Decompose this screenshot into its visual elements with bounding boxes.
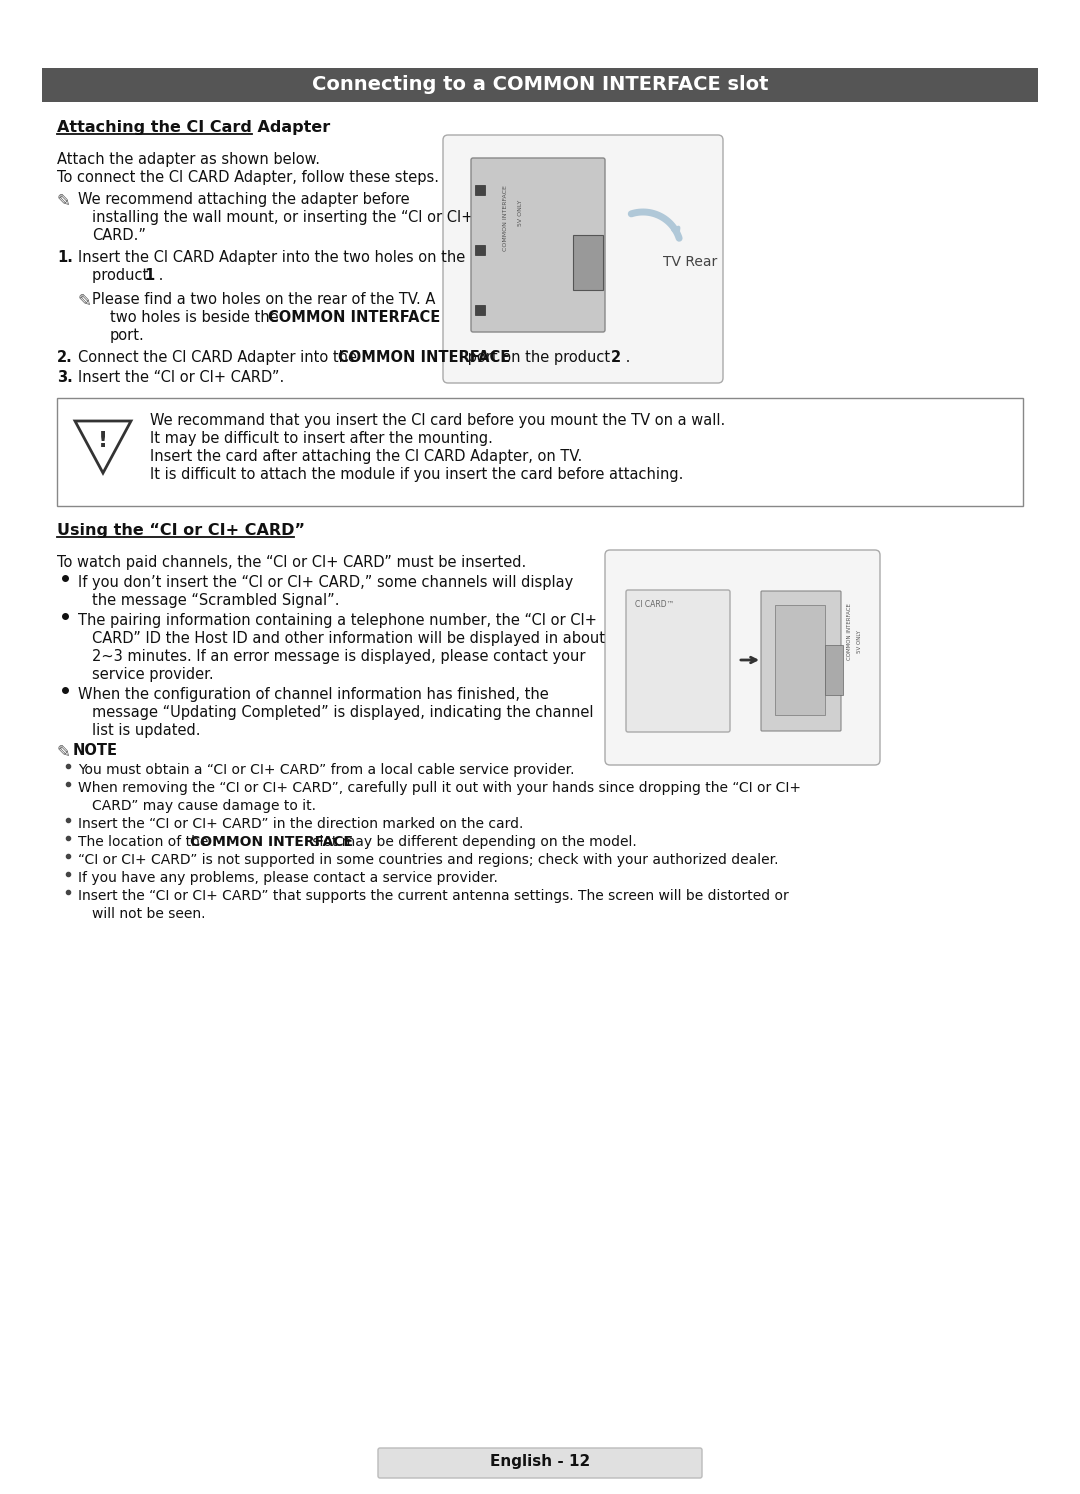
Text: Using the “CI or CI+ CARD”: Using the “CI or CI+ CARD” [57, 523, 305, 538]
Text: 5V ONLY: 5V ONLY [858, 630, 862, 653]
Text: If you don’t insert the “CI or CI+ CARD,” some channels will display: If you don’t insert the “CI or CI+ CARD,… [78, 575, 573, 590]
Text: NOTE: NOTE [73, 743, 118, 757]
Text: CARD” ID the Host ID and other information will be displayed in about: CARD” ID the Host ID and other informati… [92, 630, 605, 645]
Text: will not be seen.: will not be seen. [92, 907, 205, 920]
Text: ✎: ✎ [78, 291, 92, 309]
Text: ✎: ✎ [57, 743, 71, 760]
Bar [475, 245, 485, 255]
Text: When the configuration of channel information has finished, the: When the configuration of channel inform… [78, 687, 549, 702]
Text: Connecting to a COMMON INTERFACE slot: Connecting to a COMMON INTERFACE slot [312, 75, 768, 94]
FancyBboxPatch shape [443, 134, 723, 382]
Text: port on the product: port on the product [463, 350, 615, 365]
Text: installing the wall mount, or inserting the “CI or CI+: installing the wall mount, or inserting … [92, 211, 473, 226]
Text: TV Rear: TV Rear [663, 255, 717, 269]
Text: 2~3 minutes. If an error message is displayed, please contact your: 2~3 minutes. If an error message is disp… [92, 648, 585, 663]
Text: the message “Scrambled Signal”.: the message “Scrambled Signal”. [92, 593, 339, 608]
FancyBboxPatch shape [761, 592, 841, 731]
Text: product: product [92, 267, 153, 282]
Text: 5V ONLY: 5V ONLY [518, 200, 523, 227]
Text: service provider.: service provider. [92, 666, 214, 681]
Text: 3.: 3. [57, 371, 72, 385]
Text: If you have any problems, please contact a service provider.: If you have any problems, please contact… [78, 871, 498, 884]
Bar [475, 185, 485, 196]
FancyBboxPatch shape [605, 550, 880, 765]
Text: We recommand that you insert the CI card before you mount the TV on a wall.: We recommand that you insert the CI card… [150, 412, 726, 427]
Text: Insert the “CI or CI+ CARD”.: Insert the “CI or CI+ CARD”. [78, 371, 284, 385]
Text: ✎: ✎ [57, 193, 71, 211]
Bar [42, 69, 1038, 102]
Text: port.: port. [110, 329, 145, 344]
Text: Insert the card after attaching the CI CARD Adapter, on TV.: Insert the card after attaching the CI C… [150, 450, 582, 465]
Text: To watch paid channels, the “CI or CI+ CARD” must be inserted.: To watch paid channels, the “CI or CI+ C… [57, 554, 526, 571]
Text: “CI or CI+ CARD” is not supported in some countries and regions; check with your: “CI or CI+ CARD” is not supported in som… [78, 853, 779, 867]
Text: Attaching the CI Card Adapter: Attaching the CI Card Adapter [57, 120, 330, 134]
Text: 2: 2 [611, 350, 621, 365]
FancyBboxPatch shape [378, 1448, 702, 1478]
Bar [825, 645, 843, 695]
Text: Connect the CI CARD Adapter into the: Connect the CI CARD Adapter into the [78, 350, 362, 365]
Text: English - 12: English - 12 [490, 1454, 590, 1469]
Bar [573, 235, 603, 290]
Text: two holes is beside the: two holes is beside the [110, 309, 283, 326]
Text: COMMON INTERFACE: COMMON INTERFACE [503, 185, 508, 251]
Text: message “Updating Completed” is displayed, indicating the channel: message “Updating Completed” is displaye… [92, 705, 594, 720]
Text: 1.: 1. [57, 249, 72, 264]
Text: COMMON INTERFACE: COMMON INTERFACE [847, 604, 852, 660]
Text: When removing the “CI or CI+ CARD”, carefully pull it out with your hands since : When removing the “CI or CI+ CARD”, care… [78, 781, 801, 795]
Text: The pairing information containing a telephone number, the “CI or CI+: The pairing information containing a tel… [78, 613, 597, 627]
Text: Insert the CI CARD Adapter into the two holes on the: Insert the CI CARD Adapter into the two … [78, 249, 465, 264]
Text: 1: 1 [144, 267, 154, 282]
Text: slot may be different depending on the model.: slot may be different depending on the m… [308, 835, 637, 849]
Text: COMMON INTERFACE: COMMON INTERFACE [268, 309, 441, 326]
Bar [475, 305, 485, 315]
Text: Attach the adapter as shown below.: Attach the adapter as shown below. [57, 152, 320, 167]
Text: COMMON INTERFACE: COMMON INTERFACE [190, 835, 353, 849]
Text: COMMON INTERFACE: COMMON INTERFACE [338, 350, 510, 365]
Text: Insert the “CI or CI+ CARD” in the direction marked on the card.: Insert the “CI or CI+ CARD” in the direc… [78, 817, 524, 831]
Text: .: . [154, 267, 163, 282]
Bar [57, 397, 1023, 506]
Text: !: ! [98, 430, 108, 451]
Text: CI CARD™: CI CARD™ [635, 601, 674, 610]
Text: The location of the: The location of the [78, 835, 213, 849]
Text: You must obtain a “CI or CI+ CARD” from a local cable service provider.: You must obtain a “CI or CI+ CARD” from … [78, 763, 575, 777]
Text: It may be difficult to insert after the mounting.: It may be difficult to insert after the … [150, 430, 492, 447]
Text: .: . [621, 350, 631, 365]
Bar [775, 605, 825, 716]
FancyBboxPatch shape [471, 158, 605, 332]
Text: Please find a two holes on the rear of the TV. A: Please find a two holes on the rear of t… [92, 291, 435, 306]
Text: It is difficult to attach the module if you insert the card before attaching.: It is difficult to attach the module if … [150, 468, 684, 483]
Text: To connect the CI CARD Adapter, follow these steps.: To connect the CI CARD Adapter, follow t… [57, 170, 438, 185]
Text: 2.: 2. [57, 350, 72, 365]
Text: list is updated.: list is updated. [92, 723, 201, 738]
Text: Insert the “CI or CI+ CARD” that supports the current antenna settings. The scre: Insert the “CI or CI+ CARD” that support… [78, 889, 788, 902]
Text: CARD.”: CARD.” [92, 229, 146, 244]
Text: We recommend attaching the adapter before: We recommend attaching the adapter befor… [78, 193, 409, 208]
FancyBboxPatch shape [626, 590, 730, 732]
Text: CARD” may cause damage to it.: CARD” may cause damage to it. [92, 799, 316, 813]
